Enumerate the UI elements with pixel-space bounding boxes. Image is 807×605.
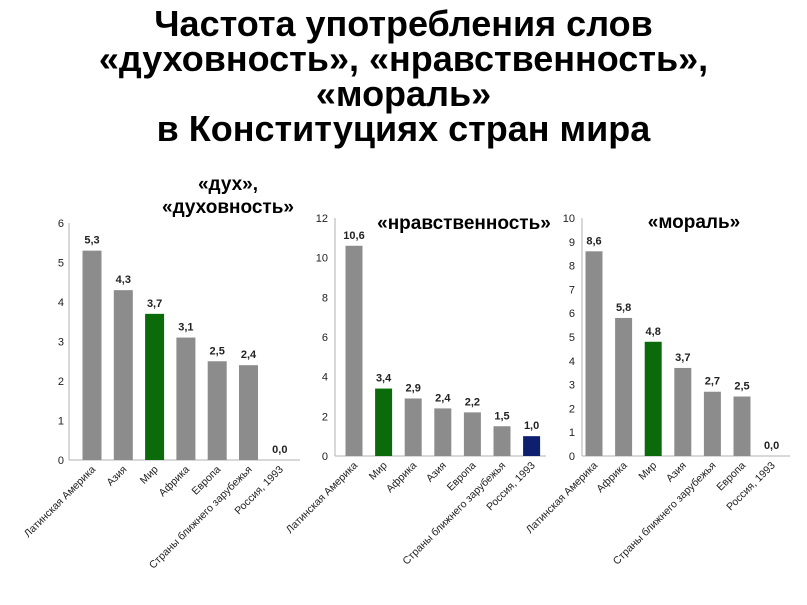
y-tick-label: 9 xyxy=(569,237,575,249)
y-tick-label: 5 xyxy=(58,258,64,270)
y-tick-label: 1 xyxy=(569,427,575,439)
y-tick-label: 6 xyxy=(569,308,575,320)
y-tick-label: 0 xyxy=(569,451,575,463)
category-label: Африка xyxy=(157,464,193,500)
y-tick-label: 10 xyxy=(316,253,328,265)
bar xyxy=(615,317,633,456)
y-tick-label: 6 xyxy=(322,332,328,344)
chart-title-line: «духовность» xyxy=(162,197,294,218)
chart-2: «нравственность» 0 2 4 6 8 10 12 10,6 Латинская А… xyxy=(284,213,551,567)
data-label: 10,6 xyxy=(343,230,364,242)
bar xyxy=(113,290,133,460)
category-label: Латинская Америка xyxy=(524,460,600,536)
y-tick-label: 2 xyxy=(58,376,64,388)
bar xyxy=(404,398,422,456)
bar xyxy=(375,388,393,456)
data-label: 3,7 xyxy=(147,298,162,310)
category-label: Мир xyxy=(636,460,659,483)
category-label: Азия xyxy=(424,460,449,485)
title-line-3: «мораль» xyxy=(315,73,492,114)
y-tick-label: 4 xyxy=(322,372,328,384)
chart-title-line: «дух», xyxy=(198,174,258,195)
data-label: 3,7 xyxy=(675,352,690,364)
data-label: 2,7 xyxy=(705,376,720,388)
bar xyxy=(345,245,363,456)
bar xyxy=(523,436,541,456)
category-label: Латинская Америка xyxy=(284,460,360,536)
y-tick-label: 4 xyxy=(569,356,575,368)
bar xyxy=(463,412,481,456)
data-label: 8,6 xyxy=(586,235,601,247)
category-label: Азия xyxy=(104,464,129,489)
data-label: 0,0 xyxy=(764,440,779,452)
y-tick-label: 3 xyxy=(569,380,575,392)
y-tick-label: 2 xyxy=(322,411,328,423)
bar xyxy=(733,396,751,456)
data-label: 4,8 xyxy=(646,326,661,338)
y-tick-label: 3 xyxy=(58,337,64,349)
data-label: 1,5 xyxy=(494,410,509,422)
y-tick-label: 12 xyxy=(316,213,328,225)
category-label: Африка xyxy=(594,460,630,496)
chart-title-line: «мораль» xyxy=(648,212,740,233)
data-label: 2,5 xyxy=(734,381,749,393)
data-label: 3,1 xyxy=(178,322,193,334)
y-tick-label: 1 xyxy=(58,416,64,428)
page-title: Частота употребления слов «духовность», … xyxy=(0,3,807,149)
data-label: 2,4 xyxy=(435,392,451,404)
bar xyxy=(434,408,452,456)
data-label: 4,3 xyxy=(116,274,131,286)
data-label: 2,4 xyxy=(241,349,257,361)
category-label: Азия xyxy=(664,460,689,485)
bar xyxy=(703,391,721,456)
y-tick-label: 0 xyxy=(322,451,328,463)
title-line-4: в Конституциях стран мира xyxy=(156,108,651,149)
bar xyxy=(493,426,511,456)
data-label: 2,9 xyxy=(406,382,421,394)
y-tick-label: 6 xyxy=(58,218,64,230)
bar xyxy=(585,251,603,456)
chart-1: «дух»,«духовность» 0 1 2 3 4 5 6 5,3 Латинская Ам… xyxy=(22,174,300,571)
title-line-1: Частота употребления слов xyxy=(154,3,653,44)
title-line-2: «духовность», «нравственность», xyxy=(98,38,709,79)
category-label: Мир xyxy=(138,464,161,487)
category-label: Африка xyxy=(384,460,420,496)
bar xyxy=(145,313,165,460)
data-label: 3,4 xyxy=(376,373,392,385)
y-tick-label: 8 xyxy=(322,292,328,304)
bar xyxy=(176,337,196,460)
data-label: 2,2 xyxy=(465,396,480,408)
data-label: 5,3 xyxy=(84,235,99,247)
y-tick-label: 4 xyxy=(58,297,64,309)
data-label: 2,5 xyxy=(210,345,225,357)
y-tick-label: 10 xyxy=(563,213,575,225)
bar xyxy=(644,341,662,456)
y-tick-label: 7 xyxy=(569,284,575,296)
y-tick-label: 2 xyxy=(569,403,575,415)
chart-title-line: «нравственность» xyxy=(377,213,551,234)
bar xyxy=(674,367,692,456)
y-tick-label: 5 xyxy=(569,332,575,344)
bar xyxy=(82,250,102,460)
bar xyxy=(239,365,258,460)
data-label: 0,0 xyxy=(272,444,287,456)
category-label: Мир xyxy=(367,460,390,483)
chart-3: «мораль» 0 1 2 3 4 5 6 7 8 9 10 8,6 Латинская Америка… xyxy=(524,212,790,567)
y-tick-label: 8 xyxy=(569,261,575,273)
data-label: 1,0 xyxy=(524,420,539,432)
y-tick-label: 0 xyxy=(58,455,64,467)
data-label: 5,8 xyxy=(616,302,631,314)
bar xyxy=(207,361,227,460)
category-label: Латинская Америка xyxy=(22,464,98,540)
